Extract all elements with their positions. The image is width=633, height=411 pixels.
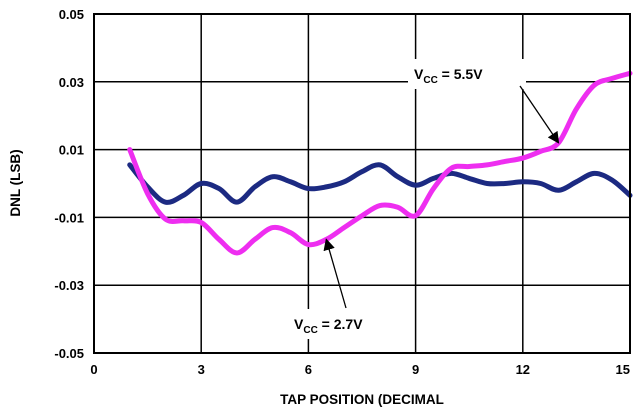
annotation-background xyxy=(288,309,392,339)
y-tick-label: 0.05 xyxy=(59,7,84,22)
annotation-label: VCC = 5.5V xyxy=(414,66,483,86)
x-tick-label: 12 xyxy=(516,362,530,377)
x-tick-label: 15 xyxy=(616,362,630,377)
x-axis-label: TAP POSITION (DECIMAL xyxy=(280,392,444,407)
annotation-background xyxy=(408,59,526,89)
y-tick-label: -0.03 xyxy=(54,278,84,293)
x-tick-label: 0 xyxy=(90,362,97,377)
x-tick-label: 3 xyxy=(198,362,205,377)
y-tick-label: -0.05 xyxy=(54,346,84,361)
x-tick-label: 9 xyxy=(412,362,419,377)
y-tick-label: 0.03 xyxy=(59,75,84,90)
series-line-vcc-2-7v xyxy=(127,162,633,205)
annotation-arrow xyxy=(323,238,347,309)
annotation-label: VCC = 2.7V xyxy=(294,316,363,336)
series-layer xyxy=(127,70,633,256)
y-axis-label: DNL (LSB) xyxy=(8,149,23,216)
grid xyxy=(93,13,631,354)
x-tick-label: 6 xyxy=(305,362,312,377)
series-line-vcc-5-5v xyxy=(127,70,633,256)
plot-frame xyxy=(93,13,631,354)
y-tick-label: -0.01 xyxy=(54,210,84,225)
y-tick-label: 0.01 xyxy=(59,143,84,158)
y-tick-labels: -0.05 -0.03 -0.01 0.01 0.03 0.05 xyxy=(54,7,84,361)
annotations: VCC = 5.5V VCC = 2.7V xyxy=(288,59,560,339)
x-tick-labels: 0 3 6 9 12 15 xyxy=(90,362,630,377)
annotation-arrow xyxy=(519,85,560,144)
